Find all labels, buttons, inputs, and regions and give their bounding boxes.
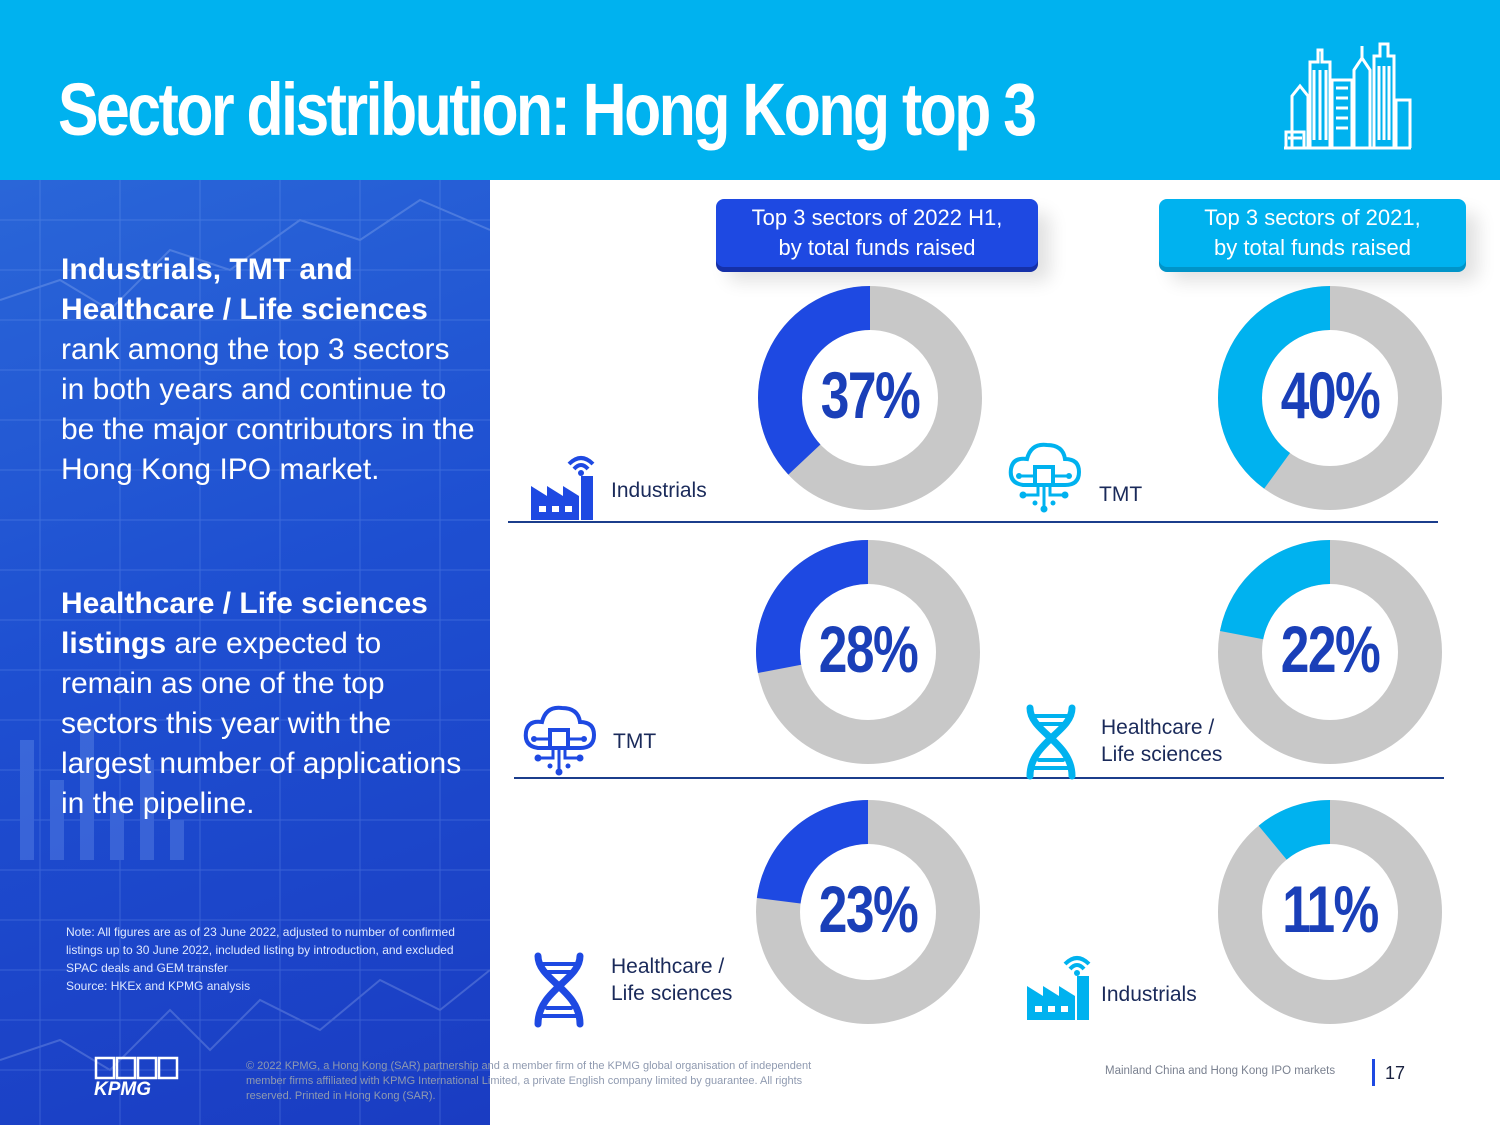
donut-2021-1 [1218, 286, 1442, 510]
sector-name: TMT [1099, 481, 1142, 508]
donut-value-slice [1258, 800, 1330, 860]
donut-value-label: 23% [818, 872, 919, 946]
donut-value-label: 22% [1280, 612, 1381, 686]
section-header-2022-line1: Top 3 sectors of 2022 H1, [751, 205, 1003, 230]
summary-paragraph-1-bold: Industrials, TMT and Healthcare / Life s… [61, 253, 428, 326]
section-header-2021-line1: Top 3 sectors of 2021, [1204, 205, 1421, 230]
sector-name: TMT [613, 728, 656, 755]
summary-paragraph-2: Healthcare / Life sciences listings are … [61, 584, 481, 824]
kpmg-logo: KPMG [94, 1056, 179, 1098]
footnote-source: Source: HKEx and KPMG analysis [66, 979, 251, 993]
donut-2022-2 [756, 540, 980, 764]
dna-icon [534, 952, 584, 1028]
sector-name-line: Healthcare / [1101, 716, 1215, 739]
donut-value-slice [756, 540, 868, 673]
report-caption: Mainland China and Hong Kong IPO markets [1105, 1065, 1336, 1077]
row-divider-2 [514, 777, 1444, 779]
donut-2022-1 [758, 286, 982, 510]
sector-name: Industrials [1101, 981, 1197, 1008]
donut-2021-3 [1218, 800, 1442, 1024]
footnote-note: Note: All figures are as of 23 June 2022… [66, 925, 455, 975]
donut-2022-3 [756, 800, 980, 1024]
sector-name-line: TMT [613, 730, 657, 753]
hong-kong-skyline-icon [1284, 42, 1412, 150]
donut-2021-2 [1218, 540, 1442, 764]
sector-name: Healthcare / Life sciences [611, 953, 732, 1007]
sector-name: Healthcare / Life sciences [1101, 714, 1222, 768]
sector-name-line: Industrials [611, 479, 707, 502]
section-header-2021-line2: by total funds raised [1214, 235, 1411, 260]
page-title: Sector distribution: Hong Kong top 3 [58, 68, 1037, 151]
kpmg-logo-text: KPMG [94, 1079, 151, 1098]
cloud-circuit-icon [523, 705, 597, 776]
sector-name-line: Healthcare / [611, 955, 725, 978]
sector-name: Industrials [611, 477, 707, 504]
factory-icon [1027, 956, 1091, 1020]
page-number: 17 [1385, 1063, 1406, 1083]
footnote: Note: All figures are as of 23 June 2022… [66, 923, 466, 995]
sector-name-line: Industrials [1101, 983, 1197, 1006]
dna-icon [1026, 704, 1076, 780]
donut-value-label: 37% [820, 358, 921, 432]
sector-name-line: Life sciences [611, 982, 733, 1005]
donut-value-slice [1219, 540, 1330, 640]
donut-value-slice [1218, 286, 1330, 489]
header-banner: Sector distribution: Hong Kong top 3 [0, 0, 1500, 180]
background-chart-texture [0, 180, 490, 1125]
section-header-2022-line2: by total funds raised [778, 235, 976, 260]
cloud-circuit-icon [1008, 442, 1082, 513]
summary-paragraph-1: Industrials, TMT and Healthcare / Life s… [61, 250, 481, 490]
copyright-notice: © 2022 KPMG, a Hong Kong (SAR) partnersh… [246, 1060, 812, 1102]
sector-name-line: Life sciences [1101, 743, 1223, 766]
donut-value-label: 11% [1282, 872, 1379, 946]
section-header-2021: Top 3 sectors of 2021, by total funds ra… [1159, 199, 1466, 267]
factory-icon [531, 456, 595, 520]
summary-paragraph-2-text: are expected to remain as one of the top… [61, 627, 462, 820]
donut-value-label: 40% [1280, 358, 1381, 432]
donut-value-slice [756, 800, 868, 904]
section-header-2022: Top 3 sectors of 2022 H1, by total funds… [716, 199, 1038, 267]
footer-divider [1372, 1059, 1375, 1086]
summary-paragraph-1-text: rank among the top 3 sectors in both yea… [61, 333, 475, 486]
row-divider-1 [508, 521, 1438, 523]
summary-panel: Industrials, TMT and Healthcare / Life s… [0, 180, 490, 1125]
donut-value-slice [758, 286, 870, 475]
sector-name-line: TMT [1099, 483, 1143, 506]
summary-paragraph-2-bold: Healthcare / Life sciences listings [61, 587, 428, 660]
donut-value-label: 28% [818, 612, 919, 686]
